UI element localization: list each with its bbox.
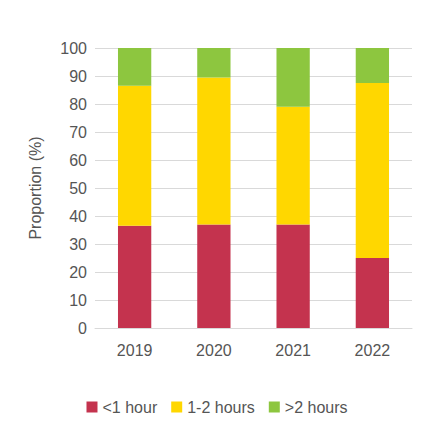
svg-text:10: 10 bbox=[69, 292, 87, 309]
svg-text:2019: 2019 bbox=[117, 342, 153, 359]
svg-text:60: 60 bbox=[69, 152, 87, 169]
svg-text:50: 50 bbox=[69, 180, 87, 197]
svg-text:>2 hours: >2 hours bbox=[285, 399, 348, 416]
svg-text:1-2 hours: 1-2 hours bbox=[187, 399, 255, 416]
svg-text:20: 20 bbox=[69, 264, 87, 281]
svg-text:<1 hour: <1 hour bbox=[102, 399, 157, 416]
svg-text:0: 0 bbox=[78, 320, 87, 337]
svg-text:100: 100 bbox=[60, 40, 87, 57]
svg-text:30: 30 bbox=[69, 236, 87, 253]
svg-text:Proportion (%): Proportion (%) bbox=[27, 136, 44, 239]
svg-text:90: 90 bbox=[69, 68, 87, 85]
svg-text:2020: 2020 bbox=[196, 342, 232, 359]
svg-text:70: 70 bbox=[69, 124, 87, 141]
svg-text:2022: 2022 bbox=[355, 342, 391, 359]
svg-text:40: 40 bbox=[69, 208, 87, 225]
svg-text:2021: 2021 bbox=[275, 342, 311, 359]
svg-text:80: 80 bbox=[69, 96, 87, 113]
